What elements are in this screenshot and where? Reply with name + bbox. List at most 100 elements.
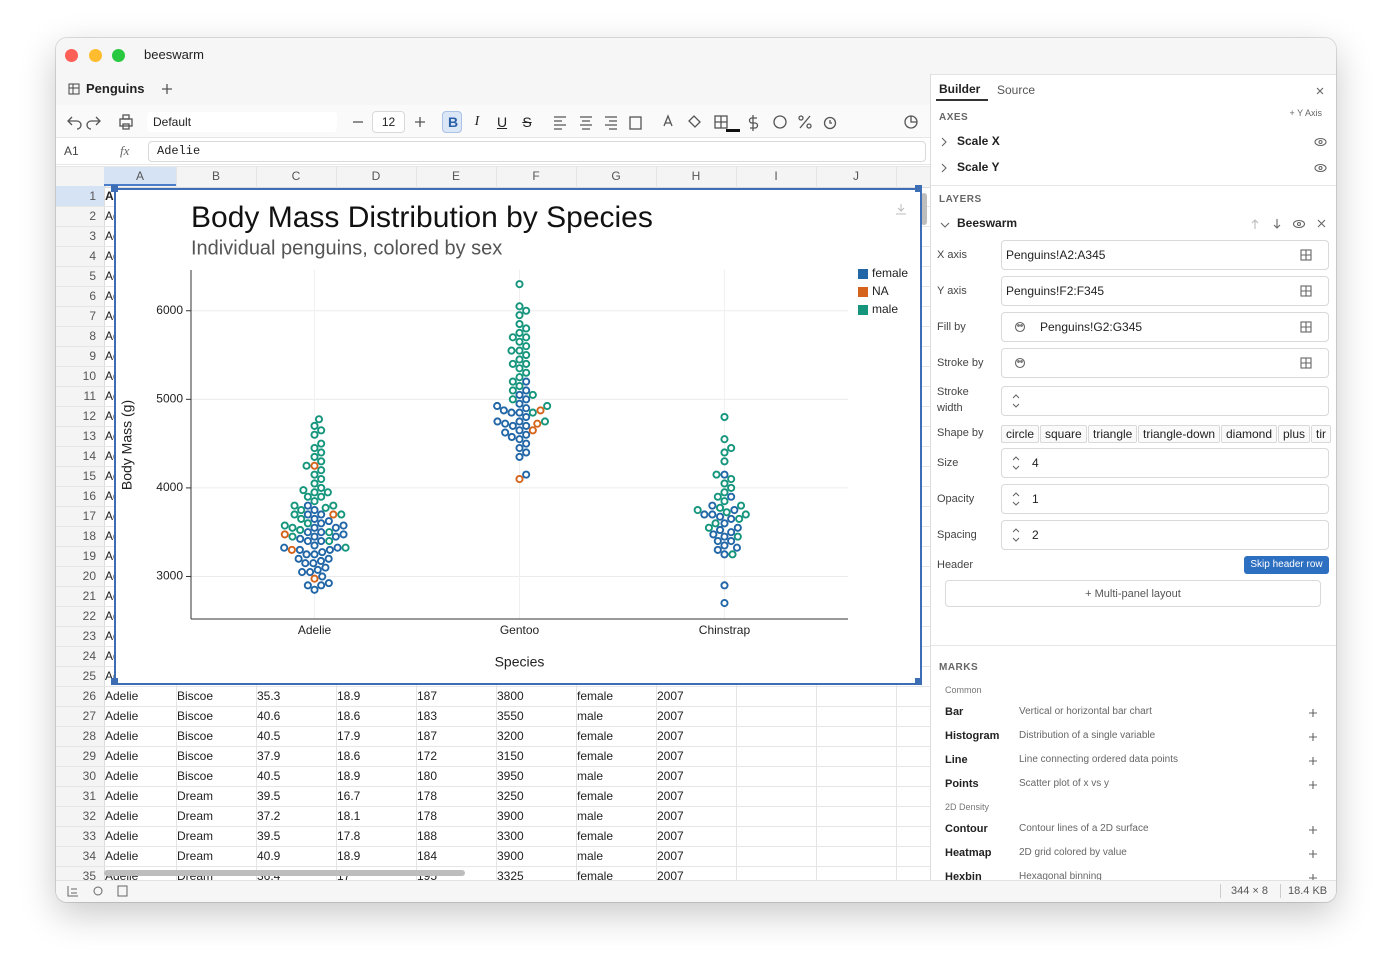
cell: 16.7	[337, 789, 361, 803]
point	[303, 519, 312, 528]
selected-row	[56, 186, 104, 206]
point	[720, 457, 729, 466]
cell: Biscoe	[177, 709, 214, 723]
font-size-input[interactable]	[372, 111, 405, 133]
point	[288, 523, 297, 532]
point	[317, 474, 326, 484]
cell: 40.6	[257, 709, 281, 723]
point	[720, 435, 729, 444]
point	[318, 572, 327, 581]
point	[515, 452, 524, 461]
cell: Adelie	[105, 849, 139, 863]
cell: Biscoe	[177, 749, 214, 763]
column-header: A	[135, 169, 144, 183]
italic-button[interactable]: I	[474, 114, 480, 129]
status-icons	[67, 885, 128, 897]
row-number: 24	[82, 649, 96, 663]
point	[310, 574, 319, 583]
resize-handle[interactable]	[111, 678, 118, 685]
point	[329, 510, 338, 519]
row-number: 31	[82, 789, 96, 803]
cell: Biscoe	[177, 729, 214, 743]
chart-subtitle: Individual penguins, colored by sex	[191, 237, 502, 259]
row-number: 4	[89, 249, 96, 263]
point	[522, 306, 531, 315]
point	[299, 486, 308, 495]
point	[314, 415, 324, 424]
minimize-button[interactable]	[89, 49, 102, 62]
formula-input[interactable]	[148, 141, 926, 162]
point	[528, 390, 537, 399]
point	[317, 581, 326, 590]
point	[733, 532, 742, 541]
point	[303, 501, 312, 510]
cell: 178	[417, 789, 438, 803]
point	[280, 543, 289, 552]
resize-handle[interactable]	[111, 185, 118, 192]
zoom-button[interactable]	[112, 49, 125, 62]
cell: 39.5	[257, 829, 281, 843]
chart-overlay[interactable]: Body Mass Distribution by Species Individ…	[114, 188, 922, 685]
resize-handle[interactable]	[915, 678, 922, 685]
point	[522, 359, 531, 368]
h-scrollbar-thumb[interactable]	[104, 870, 465, 876]
point	[522, 377, 531, 386]
point	[301, 559, 310, 568]
v-scrollbar-thumb[interactable]	[921, 193, 927, 225]
point	[280, 521, 289, 530]
row-number: 27	[82, 709, 96, 723]
point	[522, 412, 531, 422]
point	[303, 510, 312, 519]
selected-column	[104, 167, 176, 186]
point	[317, 519, 326, 528]
point	[515, 435, 524, 444]
row-number: 2	[89, 209, 96, 223]
cell: 3300	[497, 829, 524, 843]
cell: Dream	[177, 849, 214, 863]
column-header: F	[532, 169, 540, 183]
column-header: I	[774, 169, 778, 183]
point	[310, 523, 319, 532]
row-border	[56, 746, 930, 747]
y-tick-label: 6000	[156, 303, 183, 317]
row-number: 19	[82, 549, 96, 563]
point	[540, 417, 550, 426]
row-number: 22	[82, 609, 96, 623]
font-name: Default	[153, 115, 192, 129]
point	[317, 448, 326, 457]
row-number: 28	[82, 729, 96, 743]
point	[522, 421, 531, 430]
point	[515, 337, 524, 346]
column-header: H	[691, 169, 701, 183]
row-border	[56, 806, 930, 807]
cell: 2007	[657, 769, 684, 783]
close-button[interactable]	[65, 49, 78, 62]
cell: 2007	[657, 689, 684, 703]
strike-button[interactable]: S	[522, 114, 532, 130]
cell: 37.2	[257, 809, 281, 823]
tab-bar	[56, 74, 930, 106]
cell: 3800	[497, 689, 524, 703]
row-border	[56, 706, 930, 707]
point	[323, 488, 332, 497]
cell: 2007	[657, 729, 684, 743]
sheet-tab[interactable]: Penguins	[86, 81, 145, 96]
sheet-dimensions: 344 × 8	[1231, 885, 1269, 897]
point	[727, 443, 736, 453]
resize-handle[interactable]	[915, 185, 922, 192]
row-number: 16	[82, 489, 96, 503]
point	[720, 497, 729, 506]
point	[310, 421, 319, 430]
point	[325, 537, 334, 546]
point	[720, 412, 729, 422]
point	[318, 548, 327, 557]
point	[302, 461, 311, 470]
point	[728, 550, 737, 559]
bold-button[interactable]: B	[447, 114, 459, 130]
font-dropdown[interactable]	[147, 112, 337, 132]
underline-button[interactable]: U	[496, 114, 508, 130]
add-tab-button[interactable]	[161, 83, 173, 95]
point	[515, 346, 524, 355]
point	[522, 350, 531, 360]
point	[522, 368, 531, 377]
